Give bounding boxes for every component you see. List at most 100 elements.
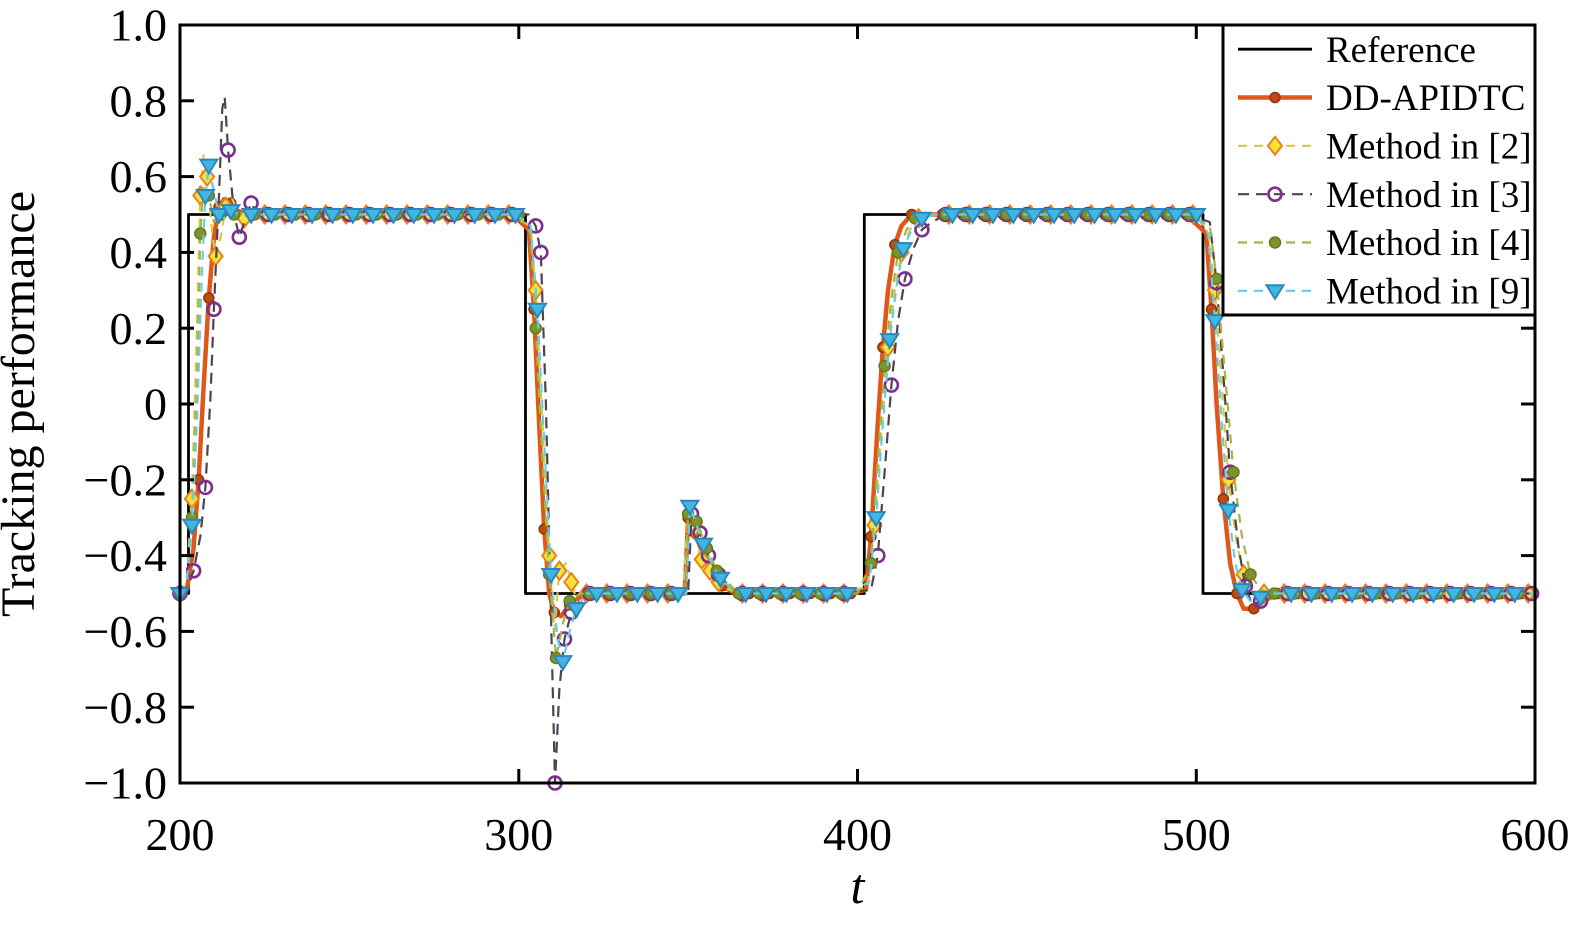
marker-dot-method-4	[1227, 465, 1240, 479]
marker-triangle-down-method-9	[667, 586, 689, 604]
marker-triangle-down-method-9	[1145, 207, 1166, 225]
marker-circle-open-method-3	[231, 229, 248, 245]
legend-box	[1221, 23, 1537, 317]
marker-triangle-down-method-9	[962, 207, 984, 225]
legend-label: DD-APIDTC	[1326, 78, 1525, 119]
y-tick-label: 0.2	[110, 303, 168, 354]
marker-triangle-down-method-9	[911, 211, 933, 229]
marker-triangle-down-method-9	[322, 207, 343, 225]
marker-triangle-down-method-9	[527, 302, 548, 320]
y-tick-label: −1.0	[84, 758, 167, 809]
legend-label: Method in [3]	[1326, 175, 1532, 216]
x-axis-label: t	[851, 858, 866, 914]
marker-triangle-down-method-9	[709, 571, 731, 589]
marker-circle-open-method-3	[1523, 585, 1540, 602]
marker-triangle-down-method-9	[1231, 583, 1253, 600]
legend: Reference DD-APIDTC Method in [2] Method in…	[1221, 23, 1537, 317]
y-axis-label: Tracking performance	[0, 191, 45, 617]
marker-triangle-down-method-9	[505, 207, 526, 225]
y-tick-label: −0.8	[84, 682, 167, 733]
marker-triangle-down-method-9	[879, 333, 901, 350]
y-tick-label: 1.0	[110, 0, 168, 51]
legend-entry-reference: Reference	[1238, 30, 1476, 71]
marker-dot-method-4	[1268, 236, 1282, 249]
marker-triangle-down-method-9	[1023, 207, 1045, 225]
marker-triangle-down-method-9	[1124, 207, 1146, 225]
marker-triangle-down-method-9	[1043, 207, 1065, 225]
marker-triangle-down-method-9	[484, 207, 506, 225]
marker-triangle-down-method-9	[1218, 503, 1239, 521]
marker-circle-open-method-3	[197, 479, 214, 496]
y-tick-label: 0.8	[110, 75, 168, 126]
marker-triangle-down-method-9	[383, 207, 404, 225]
marker-triangle-down-method-9	[540, 567, 562, 585]
marker-triangle-down-method-9	[342, 207, 364, 225]
marker-triangle-down-method-9	[1362, 586, 1383, 604]
marker-circle-open-method-3	[220, 142, 236, 158]
marker-triangle-down-method-9	[693, 537, 714, 555]
marker-triangle-down-method-9	[1280, 586, 1302, 604]
marker-triangle-down-method-9	[796, 586, 818, 604]
marker-triangle-down-method-9	[982, 207, 1004, 225]
marker-triangle-down-method-9	[261, 207, 282, 225]
marker-triangle-down-method-9	[606, 586, 628, 604]
marker-triangle-down-method-9	[1063, 207, 1085, 225]
y-tick-label: 0.4	[110, 227, 168, 278]
marker-triangle-down-method-9	[776, 586, 797, 604]
marker-triangle-down-method-9	[1423, 586, 1444, 604]
marker-triangle-down-method-9	[865, 511, 887, 528]
marker-triangle-down-method-9	[1402, 586, 1424, 604]
marker-triangle-down-method-9	[1185, 207, 1207, 225]
marker-triangle-down-method-9	[240, 207, 262, 225]
marker-triangle-down-method-9	[1250, 590, 1271, 608]
marker-circle-open-method-3	[883, 377, 900, 393]
marker-triangle-down-method-9	[1382, 586, 1404, 604]
marker-triangle-down-method-9	[816, 586, 838, 604]
marker-triangle-down-method-9	[1321, 586, 1343, 604]
marker-triangle-down-method-9	[403, 207, 425, 225]
marker-triangle-down-method-9	[362, 207, 384, 225]
legend-label: Method in [4]	[1326, 223, 1532, 264]
legend-entry-method-2: Method in [2]	[1238, 126, 1532, 167]
marker-triangle-down-method-9	[220, 204, 242, 221]
marker-circle-open-method-3	[532, 244, 549, 261]
marker-dot-dd-apidtc	[1269, 91, 1281, 104]
marker-dot-method-4	[1244, 568, 1257, 581]
legend-entry-method-4: Method in [4]	[1238, 223, 1532, 264]
marker-triangle-down-method-9	[552, 655, 574, 672]
marker-diamond-method-2	[563, 571, 580, 593]
marker-triangle-down-method-9	[1264, 284, 1286, 301]
marker-triangle-down-method-9	[198, 158, 220, 176]
x-tick-label: 300	[484, 809, 553, 860]
y-tick-label: −0.6	[84, 606, 167, 657]
marker-triangle-down-method-9	[464, 207, 486, 225]
legend-entry-dd-apidtc: DD-APIDTC	[1238, 78, 1525, 119]
marker-dot-method-4	[529, 321, 542, 335]
marker-triangle-down-method-9	[1443, 586, 1465, 604]
y-tick-label: 0	[144, 379, 167, 430]
legend-label: Method in [2]	[1326, 126, 1532, 167]
legend-entry-method-9: Method in [9]	[1238, 271, 1532, 312]
legend-label: Method in [9]	[1326, 271, 1532, 312]
marker-dot-dd-apidtc	[203, 292, 215, 304]
marker-triangle-down-method-9	[1504, 586, 1526, 604]
x-tick-label: 500	[1162, 809, 1231, 860]
marker-triangle-down-method-9	[301, 207, 323, 225]
marker-triangle-down-method-9	[181, 518, 203, 536]
marker-triangle-down-method-9	[755, 586, 777, 604]
marker-triangle-down-method-9	[892, 242, 914, 259]
marker-triangle-down-method-9	[647, 586, 668, 604]
marker-triangle-down-method-9	[208, 207, 230, 225]
marker-triangle-down-method-9	[1483, 586, 1505, 604]
x-tick-label: 200	[146, 809, 215, 860]
marker-circle-open-method-3	[206, 301, 222, 318]
marker-triangle-down-method-9	[1002, 207, 1024, 225]
marker-triangle-down-method-9	[735, 586, 757, 604]
marker-triangle-down-method-9	[1463, 586, 1485, 604]
marker-triangle-down-method-9	[1204, 314, 1226, 331]
x-tick-label: 600	[1501, 809, 1570, 860]
marker-triangle-down-method-9	[626, 586, 648, 604]
marker-triangle-down-method-9	[565, 602, 587, 619]
